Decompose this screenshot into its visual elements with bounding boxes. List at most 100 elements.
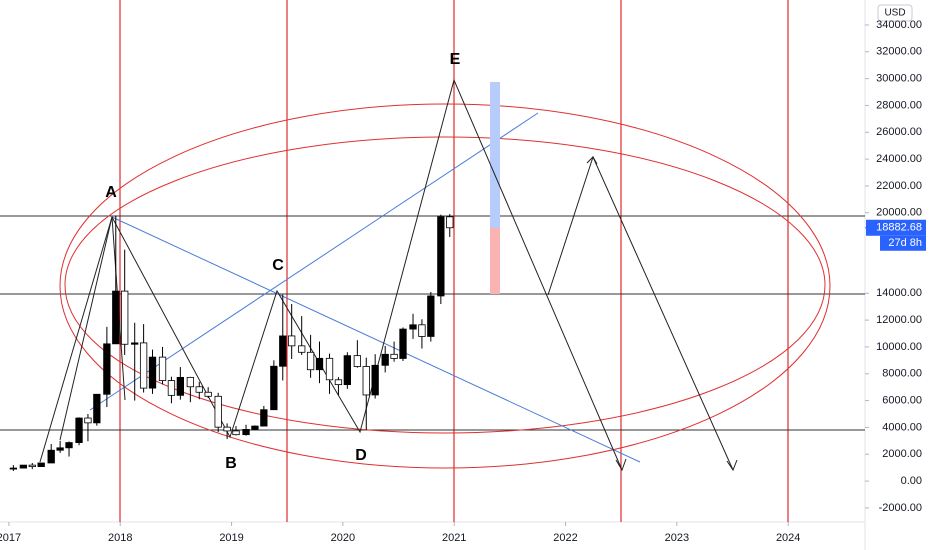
- candle-body: [334, 379, 343, 386]
- candle-body: [158, 356, 167, 381]
- candle-body: [427, 295, 435, 337]
- x-tick-label: 2018: [108, 532, 132, 544]
- y-tick-label: 30000.00: [876, 73, 922, 85]
- x-tick-label: 2024: [776, 532, 800, 544]
- range-up: [490, 82, 500, 228]
- currency-box: [877, 4, 913, 22]
- candle-body: [325, 357, 334, 381]
- candle-body: [437, 216, 445, 297]
- candle-body: [260, 409, 268, 427]
- ellipse: [64, 136, 826, 434]
- candle-body: [288, 335, 296, 347]
- candle-body: [19, 464, 28, 469]
- candle-body: [390, 353, 398, 359]
- candle-body: [223, 426, 231, 432]
- candle-body: [371, 364, 379, 396]
- candle-body: [214, 395, 222, 428]
- countdown-label: 27d 8h: [888, 237, 922, 249]
- candle-body: [103, 343, 111, 395]
- y-tick-label: 32000.00: [876, 46, 922, 58]
- candle-body: [148, 356, 157, 389]
- projection: [547, 155, 734, 471]
- zigzag: [39, 78, 623, 471]
- y-tick-label: 10000.00: [876, 341, 922, 353]
- last-price-label: 18882.68: [876, 222, 922, 234]
- candle-body: [84, 417, 92, 424]
- drawings: [0, 0, 866, 550]
- y-tick-label: 4000.00: [882, 421, 922, 433]
- currency: USD: [884, 8, 905, 19]
- zigzag: [59, 216, 126, 441]
- candle-body: [270, 365, 278, 411]
- candle-body: [446, 216, 454, 229]
- candle-body: [362, 366, 370, 396]
- pattern-label: E: [450, 51, 461, 68]
- y-tick-label: 34000.00: [876, 19, 922, 31]
- y-tick-label: 8000.00: [882, 368, 922, 380]
- pattern-label: C: [272, 257, 284, 274]
- candle-body: [353, 355, 362, 367]
- countdown-tag: [880, 235, 926, 251]
- candle-body: [306, 351, 315, 371]
- x-tick-label: 2017: [0, 532, 21, 544]
- arrow-head: [726, 459, 738, 472]
- arrow-head: [586, 156, 598, 165]
- candle-body: [409, 324, 417, 330]
- candle-body: [242, 429, 250, 436]
- candle-body: [139, 342, 148, 389]
- candle-body: [298, 345, 306, 353]
- candle-body: [381, 353, 389, 366]
- y-tick-label: 26000.00: [876, 126, 922, 138]
- y-tick-label: 12000.00: [876, 314, 922, 326]
- cycle-lines: [119, 0, 789, 522]
- trend-line: [111, 216, 641, 463]
- range-down: [490, 228, 500, 294]
- pattern-label: D: [355, 447, 367, 464]
- candle-body: [399, 328, 407, 359]
- candle-body: [176, 376, 184, 396]
- candle-body: [251, 425, 259, 430]
- candle-body: [47, 449, 55, 464]
- candle-body: [37, 462, 45, 467]
- pattern-label: B: [225, 455, 237, 472]
- y-tick-label: 28000.00: [876, 99, 922, 111]
- candle-body: [131, 342, 139, 345]
- candle-body: [232, 430, 240, 436]
- candle-body: [121, 290, 129, 345]
- y-tick-label: 24000.00: [876, 153, 922, 165]
- x-tick-label: 2019: [219, 532, 243, 544]
- candle-body: [343, 355, 351, 386]
- y-tick-label: 2000.00: [882, 448, 922, 460]
- y-tick-label: -2000.00: [879, 502, 922, 514]
- candle-body: [9, 467, 18, 470]
- pattern-label: A: [105, 184, 117, 201]
- candle-body: [65, 442, 73, 449]
- candle-body: [204, 391, 212, 397]
- candle-body: [418, 324, 426, 337]
- candle-body: [315, 357, 324, 371]
- y-tick-label: 22000.00: [876, 180, 922, 192]
- arrow-head: [615, 458, 627, 472]
- candle-body: [279, 335, 287, 367]
- candle-body: [75, 417, 83, 443]
- x-tick-label: 2023: [665, 532, 689, 544]
- candle-body: [93, 393, 101, 424]
- x-tick-label: 2022: [553, 532, 577, 544]
- ellipse: [59, 103, 831, 469]
- candle-body: [167, 380, 176, 396]
- y-tick-label: 6000.00: [882, 394, 922, 406]
- x-tick-label: 2021: [442, 532, 466, 544]
- candle-body: [112, 290, 120, 345]
- y-tick-label: 0.00: [901, 475, 922, 487]
- level-lines: [0, 215, 865, 431]
- x-tick-label: 2020: [331, 532, 355, 544]
- candle-body: [195, 386, 203, 393]
- candle-body: [56, 447, 64, 451]
- trend-lines: [89, 112, 641, 463]
- candle-body: [28, 464, 36, 467]
- y-tick-label: 20000.00: [876, 207, 922, 219]
- candle-body: [186, 376, 195, 388]
- last-price-tag: [866, 219, 926, 236]
- y-tick-label: 14000.00: [876, 287, 922, 299]
